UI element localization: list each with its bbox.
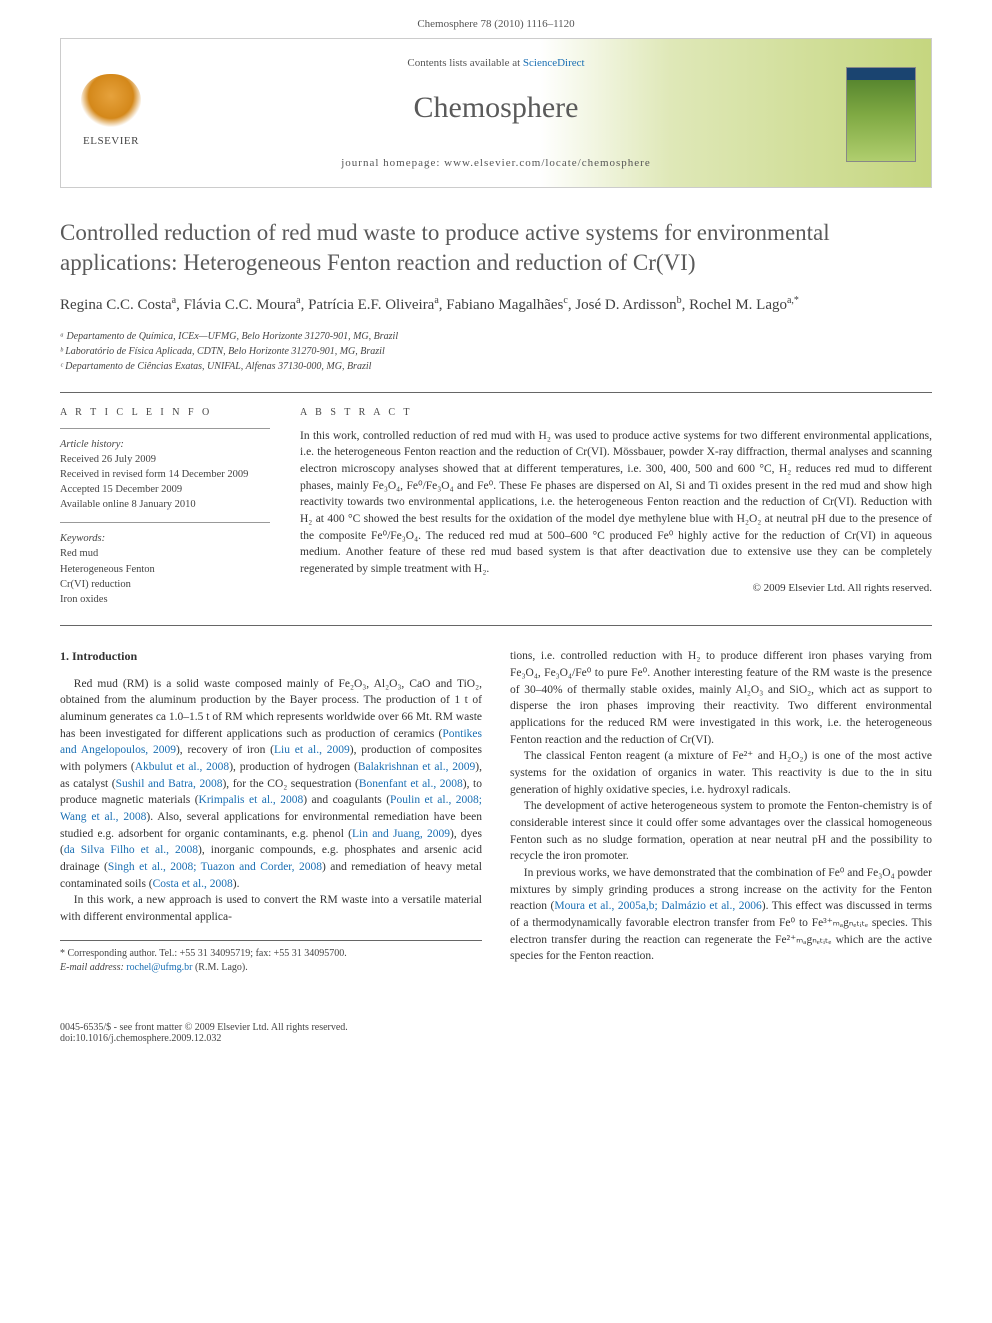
keyword: Red mud bbox=[60, 546, 270, 561]
footnote-email-link[interactable]: rochel@ufmg.br bbox=[126, 962, 192, 973]
history-line: Accepted 15 December 2009 bbox=[60, 482, 270, 497]
history-head: Article history: bbox=[60, 439, 270, 450]
keyword: Heterogeneous Fenton bbox=[60, 562, 270, 577]
affiliations: ᵃ Departamento de Química, ICEx—UFMG, Be… bbox=[60, 329, 932, 374]
mid-rule bbox=[60, 625, 932, 626]
journal-homepage: journal homepage: www.elsevier.com/locat… bbox=[61, 157, 931, 169]
article-info-column: A R T I C L E I N F O Article history: R… bbox=[60, 407, 270, 608]
corresponding-author-footnote: * Corresponding author. Tel.: +55 31 340… bbox=[60, 940, 482, 976]
affiliation-c: ᶜ Departamento de Ciências Exatas, UNIFA… bbox=[60, 359, 932, 374]
affiliation-a: ᵃ Departamento de Química, ICEx—UFMG, Be… bbox=[60, 329, 932, 344]
footnote-email-tail: (R.M. Lago). bbox=[195, 962, 248, 973]
citation-link[interactable]: Balakrishnan et al., 2009 bbox=[358, 761, 475, 773]
abstract-head: A B S T R A C T bbox=[300, 407, 932, 418]
contents-available: Contents lists available at ScienceDirec… bbox=[61, 57, 931, 69]
abstract-copyright: © 2009 Elsevier Ltd. All rights reserved… bbox=[300, 582, 932, 594]
footer-line-1: 0045-6535/$ - see front matter © 2009 El… bbox=[60, 1022, 932, 1033]
journal-cover-thumb bbox=[846, 67, 916, 162]
body-paragraph: In previous works, we have demonstrated … bbox=[510, 865, 932, 965]
keyword: Iron oxides bbox=[60, 592, 270, 607]
citation-link[interactable]: da Silva Filho et al., 2008 bbox=[64, 844, 198, 856]
abstract-text: In this work, controlled reduction of re… bbox=[300, 428, 932, 578]
footnote-corr: * Corresponding author. Tel.: +55 31 340… bbox=[60, 947, 482, 962]
citation-link[interactable]: Lin and Juang, 2009 bbox=[352, 828, 450, 840]
history-line: Available online 8 January 2010 bbox=[60, 497, 270, 512]
body-paragraph: Red mud (RM) is a solid waste composed m… bbox=[60, 676, 482, 893]
citation-link[interactable]: Bonenfant et al., 2008 bbox=[359, 778, 463, 790]
sciencedirect-link[interactable]: ScienceDirect bbox=[523, 57, 585, 69]
article-info-head: A R T I C L E I N F O bbox=[60, 407, 270, 418]
body-paragraph: The development of active heterogeneous … bbox=[510, 798, 932, 865]
citation-link[interactable]: Singh et al., 2008; Tuazon and Corder, 2… bbox=[108, 861, 322, 873]
journal-banner: ELSEVIER Contents lists available at Sci… bbox=[60, 38, 932, 188]
journal-name: Chemosphere bbox=[61, 91, 931, 125]
running-citation: Chemosphere 78 (2010) 1116–1120 bbox=[0, 0, 992, 38]
keyword: Cr(VI) reduction bbox=[60, 577, 270, 592]
body-paragraph: The classical Fenton reagent (a mixture … bbox=[510, 748, 932, 798]
history-line: Received 26 July 2009 bbox=[60, 452, 270, 467]
citation-link[interactable]: Akbulut et al., 2008 bbox=[135, 761, 229, 773]
history-line: Received in revised form 14 December 200… bbox=[60, 467, 270, 482]
publisher-name: ELSEVIER bbox=[76, 135, 146, 147]
citation-link[interactable]: Sushil and Batra, 2008 bbox=[116, 778, 223, 790]
keywords-head: Keywords: bbox=[60, 533, 270, 544]
contents-prefix: Contents lists available at bbox=[407, 57, 522, 69]
footnote-email-label: E-mail address: bbox=[60, 962, 124, 973]
citation-link[interactable]: Liu et al., 2009 bbox=[274, 744, 350, 756]
body-paragraph: tions, i.e. controlled reduction with H₂… bbox=[510, 648, 932, 748]
article-title: Controlled reduction of red mud waste to… bbox=[60, 218, 932, 278]
footer-line-2: doi:10.1016/j.chemosphere.2009.12.032 bbox=[60, 1033, 932, 1044]
affiliation-b: ᵇ Laboratório de Física Aplicada, CDTN, … bbox=[60, 344, 932, 359]
section-heading-introduction: 1. Introduction bbox=[60, 648, 482, 665]
body-paragraph: In this work, a new approach is used to … bbox=[60, 892, 482, 925]
abstract-column: A B S T R A C T In this work, controlled… bbox=[300, 407, 932, 608]
citation-link[interactable]: Moura et al., 2005a,b; Dalmázio et al., … bbox=[554, 900, 761, 912]
citation-link[interactable]: Costa et al., 2008 bbox=[153, 878, 233, 890]
citation-link[interactable]: Krimpalis et al., 2008 bbox=[199, 794, 304, 806]
body-two-columns: 1. Introduction Red mud (RM) is a solid … bbox=[60, 648, 932, 975]
page-footer: 0045-6535/$ - see front matter © 2009 El… bbox=[0, 1016, 992, 1060]
author-list: Regina C.C. Costaa, Flávia C.C. Mouraa, … bbox=[60, 294, 932, 317]
